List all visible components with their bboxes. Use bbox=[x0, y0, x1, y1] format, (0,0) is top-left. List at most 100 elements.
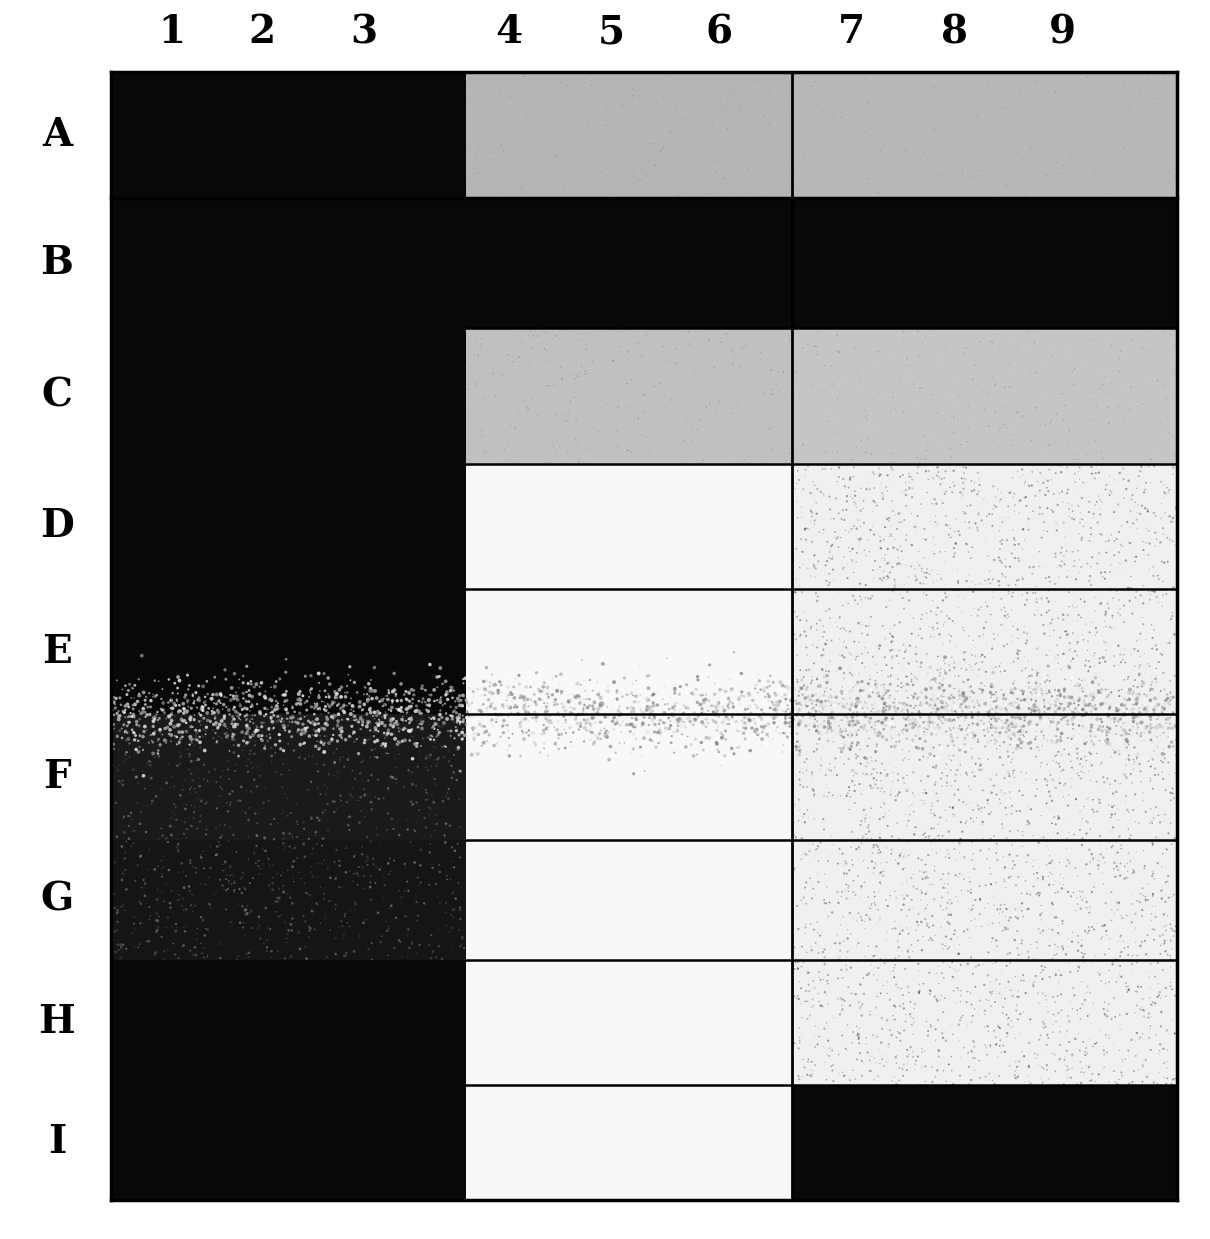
Point bbox=[674, 431, 693, 451]
Point bbox=[762, 110, 782, 130]
Point bbox=[918, 1021, 938, 1041]
Point bbox=[1113, 1052, 1133, 1072]
Point bbox=[939, 904, 958, 924]
Point bbox=[980, 971, 999, 991]
Point bbox=[1117, 479, 1136, 499]
Point bbox=[559, 445, 578, 465]
Point bbox=[1037, 836, 1056, 856]
Point bbox=[955, 870, 974, 890]
Point bbox=[1136, 1051, 1156, 1070]
Point bbox=[836, 706, 855, 726]
Point bbox=[446, 771, 466, 790]
Point bbox=[1087, 913, 1106, 933]
Point bbox=[246, 705, 265, 725]
Point bbox=[1133, 712, 1152, 732]
Point bbox=[444, 745, 463, 764]
Point bbox=[709, 693, 728, 712]
Point bbox=[854, 498, 874, 518]
Point bbox=[858, 347, 877, 367]
Point bbox=[373, 725, 392, 745]
Point bbox=[450, 817, 469, 836]
Point bbox=[828, 766, 847, 786]
Point bbox=[937, 507, 956, 527]
Point bbox=[1065, 463, 1084, 483]
Point bbox=[1031, 710, 1050, 730]
Point bbox=[517, 102, 536, 121]
Point bbox=[979, 1021, 998, 1041]
Point bbox=[612, 63, 632, 83]
Point bbox=[831, 989, 851, 1009]
Point bbox=[791, 994, 811, 1014]
Point bbox=[922, 703, 941, 722]
Point bbox=[951, 513, 970, 533]
Point bbox=[612, 704, 632, 724]
Point bbox=[1070, 524, 1089, 544]
Point bbox=[983, 332, 1002, 352]
Point bbox=[863, 560, 882, 580]
Point bbox=[420, 805, 439, 825]
Point bbox=[1022, 169, 1042, 188]
Point bbox=[543, 396, 563, 416]
Point bbox=[951, 991, 970, 1011]
Point bbox=[1158, 944, 1177, 964]
Point bbox=[218, 880, 237, 900]
Point bbox=[1070, 563, 1089, 582]
Point bbox=[317, 688, 336, 707]
Point bbox=[275, 840, 294, 860]
Point bbox=[859, 616, 878, 636]
Point bbox=[868, 444, 887, 463]
Point bbox=[180, 881, 200, 901]
Point bbox=[532, 690, 552, 710]
Point bbox=[106, 757, 126, 777]
Point bbox=[857, 906, 876, 926]
Point bbox=[870, 636, 889, 655]
Point bbox=[693, 332, 713, 352]
Point bbox=[811, 68, 830, 88]
Point bbox=[283, 712, 302, 732]
Point bbox=[599, 144, 618, 164]
Point bbox=[1107, 430, 1127, 450]
Point bbox=[571, 357, 590, 377]
Point bbox=[1118, 976, 1137, 996]
Point bbox=[1053, 482, 1072, 502]
Point bbox=[341, 670, 361, 690]
Point bbox=[225, 664, 244, 684]
Point bbox=[1107, 830, 1127, 850]
Point bbox=[937, 663, 956, 683]
Point bbox=[114, 807, 133, 826]
Point bbox=[129, 934, 149, 954]
Point bbox=[955, 643, 974, 663]
Point bbox=[1089, 378, 1108, 398]
Point bbox=[837, 554, 857, 574]
Point bbox=[1036, 447, 1055, 467]
Point bbox=[743, 690, 762, 710]
Point bbox=[996, 712, 1015, 732]
Point bbox=[672, 331, 691, 351]
Point bbox=[472, 425, 491, 445]
Point bbox=[1108, 603, 1128, 623]
Point bbox=[278, 860, 298, 880]
Point bbox=[978, 385, 997, 405]
Point bbox=[567, 714, 587, 733]
Point bbox=[1097, 839, 1117, 859]
Point bbox=[939, 688, 958, 707]
Point bbox=[315, 776, 334, 795]
Point bbox=[618, 119, 638, 139]
Point bbox=[883, 647, 903, 667]
Bar bbox=[467, 589, 791, 714]
Point bbox=[1156, 857, 1175, 877]
Point bbox=[115, 703, 134, 722]
Point bbox=[513, 331, 532, 351]
Point bbox=[424, 857, 443, 877]
Point bbox=[885, 1010, 904, 1030]
Point bbox=[1102, 804, 1122, 824]
Point bbox=[876, 67, 895, 87]
Point bbox=[946, 865, 966, 885]
Point bbox=[820, 63, 840, 83]
Point bbox=[315, 888, 334, 908]
Point bbox=[378, 689, 397, 709]
Point bbox=[318, 709, 338, 729]
Point bbox=[738, 683, 757, 703]
Point bbox=[1168, 1022, 1187, 1042]
Point bbox=[1158, 704, 1177, 724]
